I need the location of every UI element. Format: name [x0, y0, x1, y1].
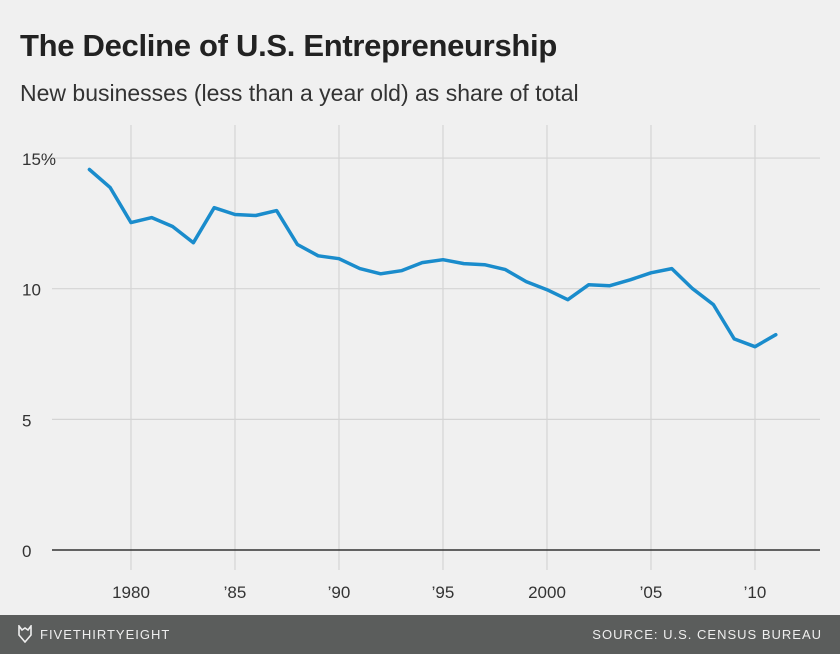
x-tick-label: ’85 — [224, 583, 247, 602]
y-tick-label: 5 — [22, 411, 31, 430]
line-chart: 1980 ’85 ’90 ’95 2000 ’05 ’10 0 5 10 15% — [22, 125, 820, 602]
footer: FIVETHIRTYEIGHT SOURCE: U.S. CENSUS BURE… — [0, 615, 840, 654]
series-line — [87, 167, 778, 349]
x-tick-label: ’90 — [328, 583, 351, 602]
x-tick-label: 1980 — [112, 583, 150, 602]
x-tick-label: ’95 — [432, 583, 455, 602]
chart-subtitle: New businesses (less than a year old) as… — [20, 80, 579, 106]
x-tick-label: ’10 — [744, 583, 767, 602]
fivethirtyeight-fox-icon — [18, 625, 32, 643]
x-tick-label: 2000 — [528, 583, 566, 602]
x-tick-label: ’05 — [640, 583, 663, 602]
y-tick-label: 10 — [22, 281, 41, 300]
y-tick-label: 0 — [22, 542, 31, 561]
brand-name: FIVETHIRTYEIGHT — [40, 627, 171, 642]
chart-title: The Decline of U.S. Entrepreneurship — [20, 28, 557, 63]
y-tick-label: 15% — [22, 150, 56, 169]
source-note: SOURCE: U.S. CENSUS BUREAU — [592, 627, 822, 642]
